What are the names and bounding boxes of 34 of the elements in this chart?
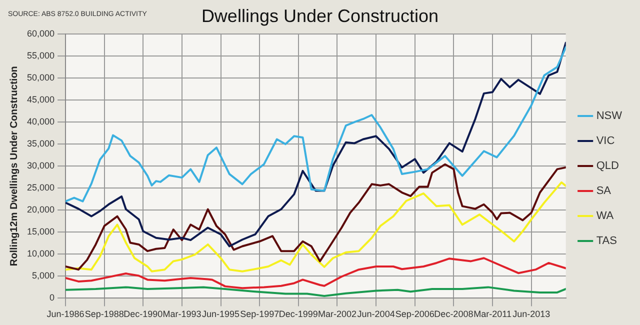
legend-label: WA: [596, 210, 614, 222]
x-tick-label: Mar-2011: [474, 309, 512, 320]
y-tick-label: 10,000: [26, 248, 55, 259]
x-tick-label: Mar-1993: [162, 309, 202, 320]
y-tick-label: 55,000: [26, 50, 55, 60]
x-tick-label: Dec-1990: [124, 309, 163, 320]
x-tick-label: Jun-1986: [46, 309, 84, 320]
legend-label: TAS: [596, 235, 617, 248]
y-tick-label: 5,000: [32, 270, 55, 281]
y-tick-label: 20,000: [26, 204, 55, 215]
legend-label: NSW: [596, 110, 623, 122]
y-tick-label: 40,000: [26, 116, 55, 127]
x-tick-label: Sep-1988: [84, 309, 124, 320]
y-tick-label: 25,000: [26, 182, 55, 193]
chart-title: Dwellings Under Construction: [201, 6, 439, 26]
legend-label: VIC: [596, 135, 615, 148]
y-tick-label: 35,000: [26, 138, 55, 149]
x-tick-label: Jun-2004: [357, 309, 395, 320]
y-tick-label: 45,000: [26, 94, 55, 105]
x-tick-label: Jun-2013: [512, 309, 550, 320]
legend-label: SA: [596, 185, 612, 198]
x-tick-label: Jun-1995: [202, 309, 240, 320]
y-tick-label: 15,000: [26, 226, 55, 237]
y-tick-label: 50,000: [26, 72, 55, 83]
y-tick-label: 0: [50, 292, 55, 303]
x-tick-label: Mar-2002: [318, 309, 357, 320]
x-tick-label: Sep-1997: [240, 309, 280, 320]
x-tick-label: Sep-2006: [395, 309, 434, 320]
y-axis-title: Rolling12m Dwellings Under Construction: [8, 66, 20, 266]
y-tick-label: 60,000: [26, 28, 55, 38]
y-tick-label: 30,000: [26, 160, 55, 171]
x-tick-label: Dec-1999: [278, 309, 318, 320]
x-tick-label: Dec-2008: [434, 309, 474, 320]
legend-label: QLD: [596, 160, 620, 172]
